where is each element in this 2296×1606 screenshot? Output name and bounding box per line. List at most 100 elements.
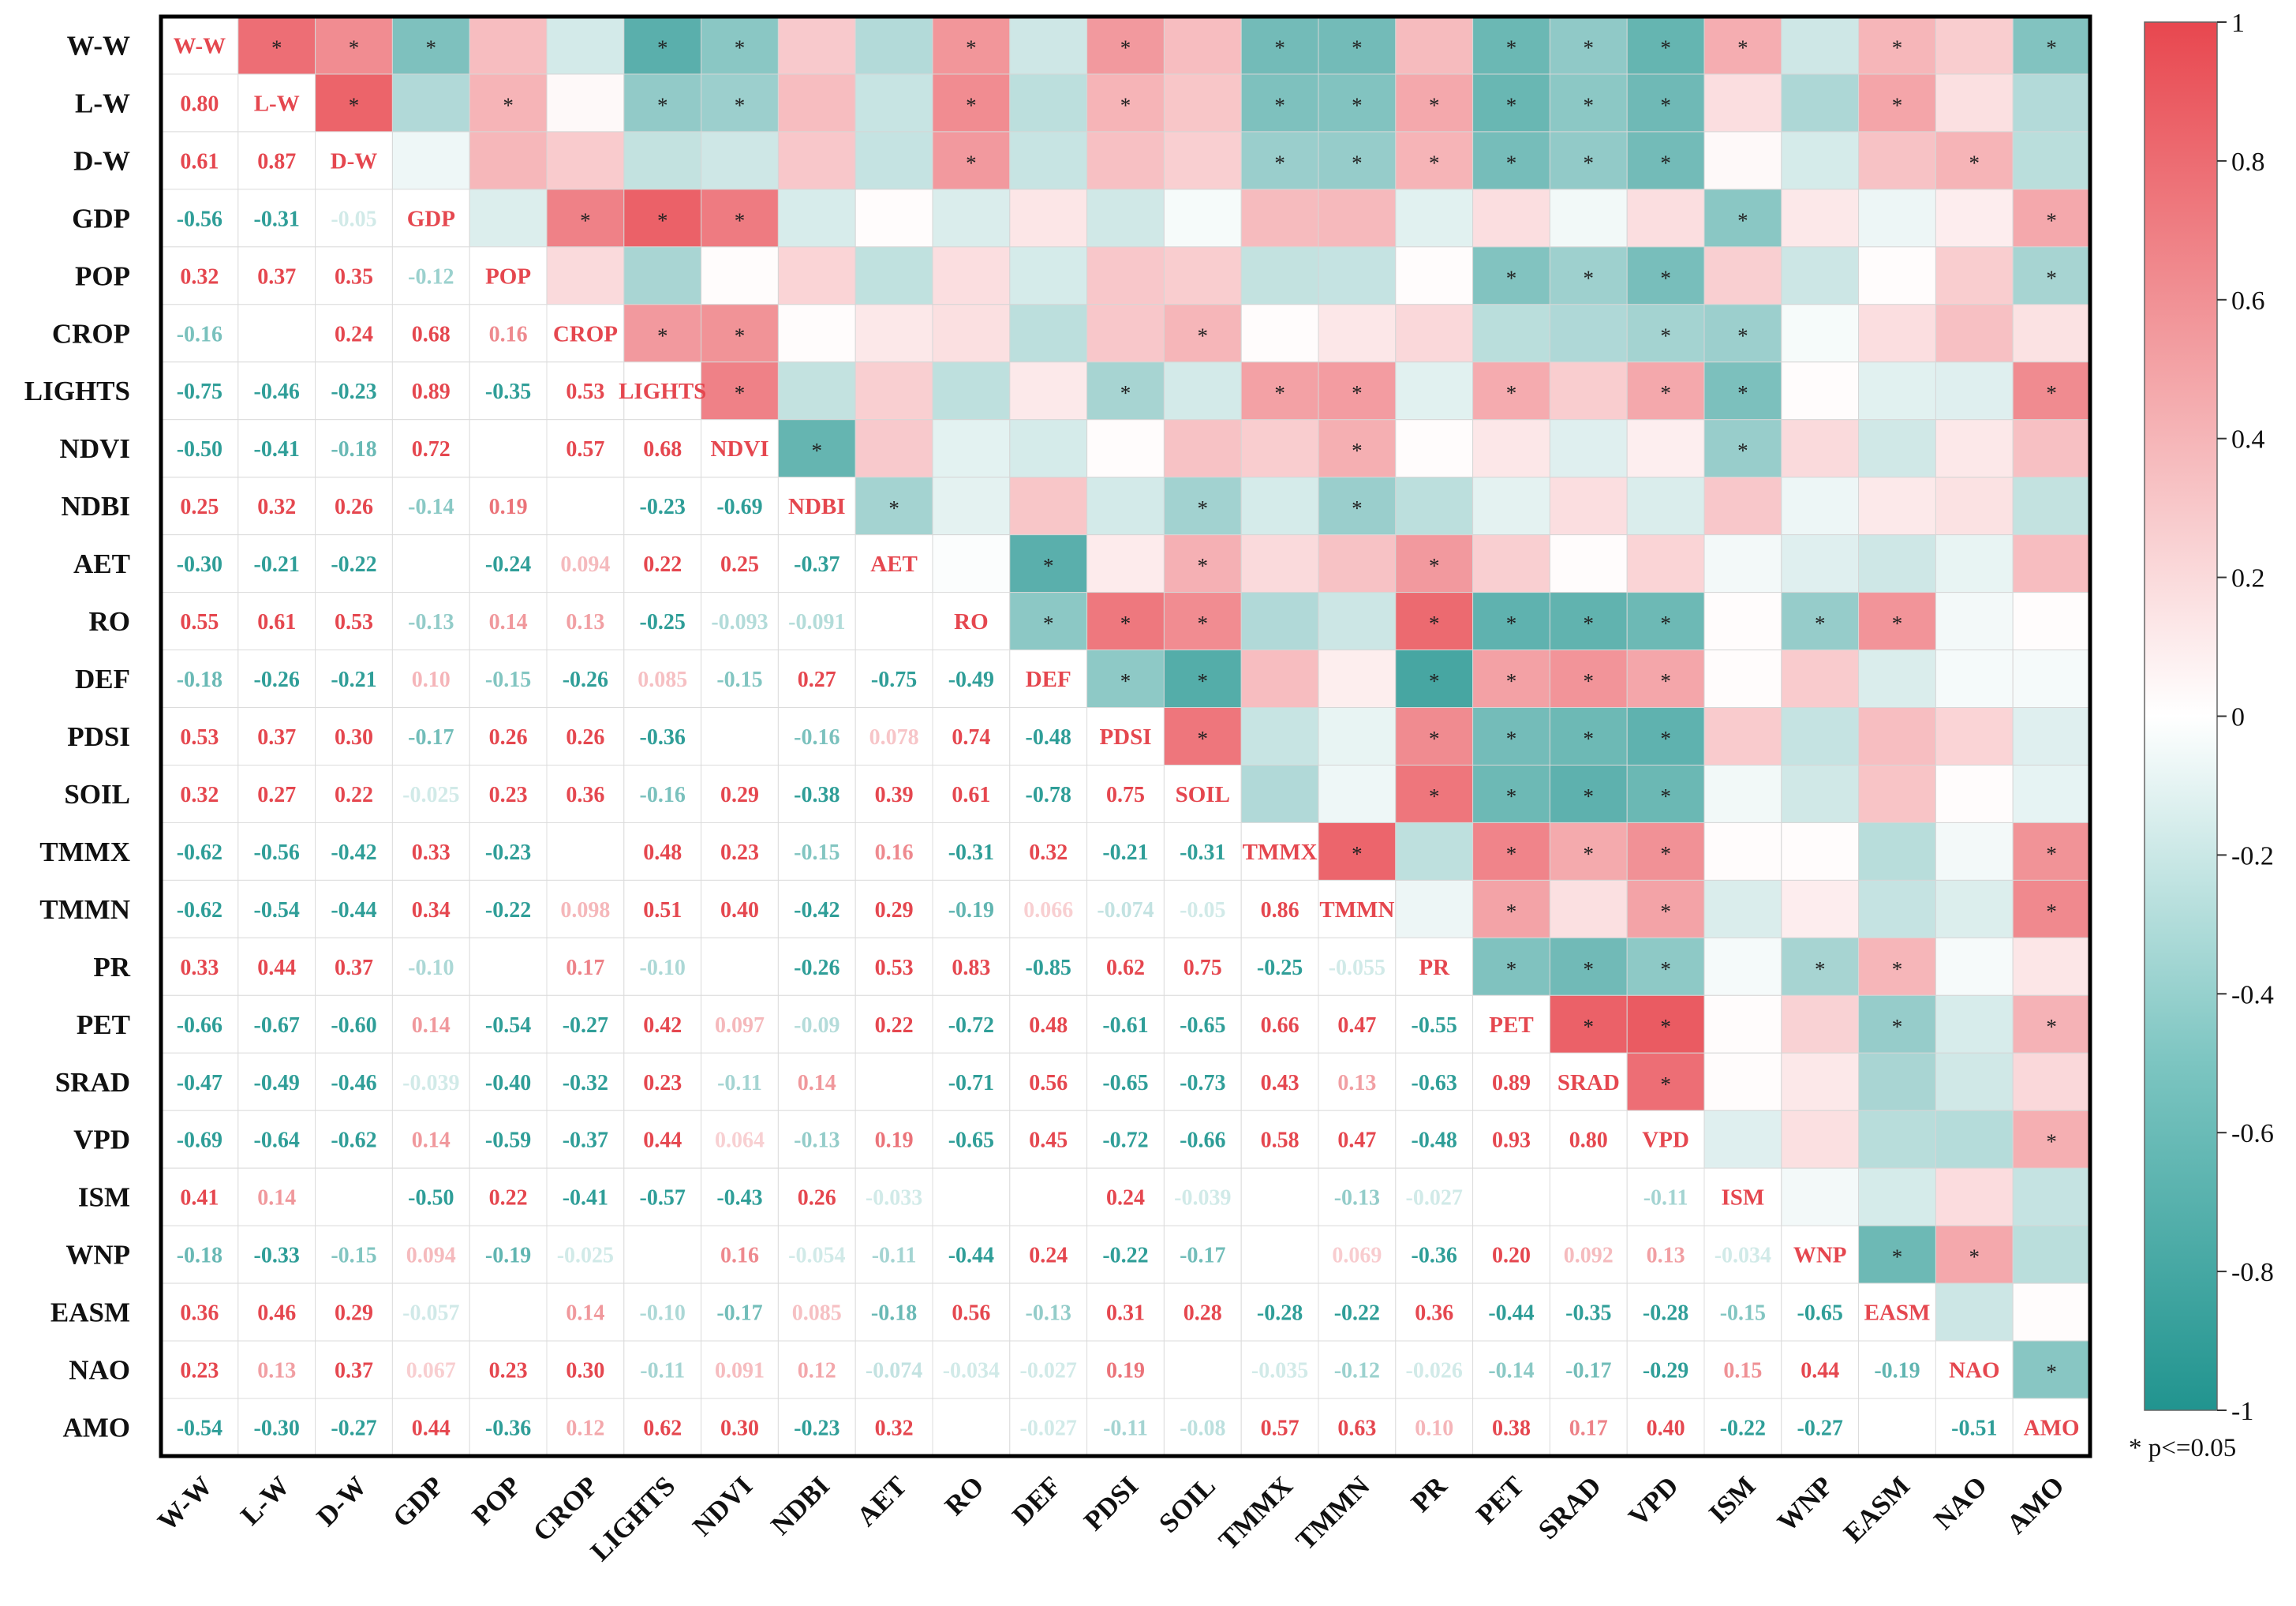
cell-vpd-srad <box>1549 1110 1628 1169</box>
value-tmmn-pop: -0.22 <box>485 898 531 923</box>
value-pet-pdsi: -0.61 <box>1102 1013 1148 1038</box>
cell-aet-def <box>1009 534 1088 593</box>
y-label-nao: NAO <box>69 1355 130 1386</box>
star-lights-pdsi: * <box>1120 381 1131 405</box>
cell-ndvi-tmmx <box>1240 419 1319 478</box>
cell-wnp-pdsi <box>1086 1225 1165 1284</box>
cell-gdp-l-w <box>237 189 316 248</box>
cell-ndvi-nao <box>1935 419 2014 478</box>
cell-def-aet <box>854 650 933 709</box>
star-gdp-lights: * <box>657 208 668 232</box>
cell-vpd-pdsi <box>1086 1110 1165 1169</box>
cell-crop-pr <box>1395 304 1474 363</box>
cell-pr-pr <box>1395 937 1474 996</box>
value-ism-gdp: -0.50 <box>408 1186 454 1211</box>
star-ndbi-aet: * <box>888 496 899 520</box>
cell-lights-pdsi <box>1086 361 1165 421</box>
value-wnp-w-w: -0.18 <box>177 1244 222 1268</box>
value-srad-d-w: -0.46 <box>331 1071 376 1095</box>
value-pet-ndbi: -0.09 <box>794 1013 839 1038</box>
cell-amo-amo <box>2012 1398 2091 1457</box>
star-gdp-amo: * <box>2046 208 2057 232</box>
cell-ndbi-wnp <box>1781 477 1860 536</box>
value-ism-vpd: -0.11 <box>1643 1186 1688 1211</box>
cell-tmmx-pop <box>469 822 548 881</box>
value-ism-ndvi: -0.43 <box>716 1186 762 1211</box>
value-pet-aet: 0.22 <box>875 1013 914 1038</box>
cell-lights-ro <box>932 361 1011 421</box>
cell-w-w-pop <box>469 16 548 75</box>
cell-pr-d-w <box>315 937 393 996</box>
value-pet-pop: -0.54 <box>485 1013 531 1038</box>
cell-wnp-soil <box>1163 1225 1242 1284</box>
star-ro-pr: * <box>1429 612 1440 635</box>
cell-pet-ism <box>1703 994 1782 1054</box>
cell-vpd-w-w <box>160 1110 239 1169</box>
value-amo-lights: 0.62 <box>643 1417 682 1441</box>
cell-ro-soil <box>1163 592 1242 651</box>
star-soil-srad: * <box>1584 784 1595 808</box>
cell-wnp-l-w <box>237 1225 316 1284</box>
cell-d-w-crop <box>546 131 625 190</box>
x-label-crop: CROP <box>527 1470 604 1548</box>
value-tmmn-crop: 0.098 <box>560 898 610 923</box>
cell-wnp-easm <box>1858 1225 1936 1284</box>
cell-lights-l-w <box>237 361 316 421</box>
x-label-easm: EASM <box>1838 1470 1916 1548</box>
cell-soil-amo <box>2012 764 2091 823</box>
y-label-def: DEF <box>75 664 130 694</box>
value-pop-l-w: 0.37 <box>257 264 296 289</box>
cell-lights-pop <box>469 361 548 421</box>
value-soil-w-w: 0.32 <box>180 783 219 807</box>
value-ro-gdp: -0.13 <box>408 610 454 635</box>
cell-crop-crop <box>546 304 625 363</box>
cell-ndvi-pr <box>1395 419 1474 478</box>
cell-pr-pop <box>469 937 548 996</box>
value-easm-pdsi: 0.31 <box>1106 1301 1145 1326</box>
cell-tmmx-easm <box>1858 822 1936 881</box>
cell-w-w-gdp <box>391 16 470 75</box>
cell-pdsi-ndbi <box>777 707 856 766</box>
cell-crop-aet <box>854 304 933 363</box>
star-vpd-amo: * <box>2046 1130 2057 1154</box>
diagonal-label-vpd: VPD <box>1642 1128 1689 1153</box>
cell-tmmx-pr <box>1395 822 1474 881</box>
cell-amo-lights <box>623 1398 702 1457</box>
value-nao-vpd: -0.29 <box>1643 1359 1688 1383</box>
cell-nao-l-w <box>237 1340 316 1399</box>
value-wnp-pdsi: -0.22 <box>1102 1244 1148 1268</box>
cell-pop-ndbi <box>777 246 856 305</box>
cell-vpd-tmmx <box>1240 1110 1319 1169</box>
cell-d-w-pdsi <box>1086 131 1165 190</box>
colorbar-tick-label: 0.6 <box>2231 286 2265 316</box>
cell-nao-tmmx <box>1240 1340 1319 1399</box>
cell-srad-ism <box>1703 1052 1782 1111</box>
cell-pdsi-pop <box>469 707 548 766</box>
value-srad-l-w: -0.49 <box>254 1071 300 1095</box>
cell-d-w-soil <box>1163 131 1242 190</box>
value-ndbi-lights: -0.23 <box>640 495 686 519</box>
value-ndvi-lights: 0.68 <box>643 437 682 462</box>
star-l-w-srad: * <box>1584 93 1595 117</box>
value-pdsi-ro: 0.74 <box>952 725 990 750</box>
colorbar <box>2144 21 2218 1411</box>
value-pr-tmmn: -0.055 <box>1329 956 1385 980</box>
cell-wnp-crop <box>546 1225 625 1284</box>
cell-pop-amo <box>2012 246 2091 305</box>
star-ndbi-soil: * <box>1198 496 1209 520</box>
value-vpd-ndbi: -0.13 <box>794 1129 839 1153</box>
diagonal-label-w-w: W-W <box>174 33 226 58</box>
cell-w-w-ndbi <box>777 16 856 75</box>
x-label-gdp: GDP <box>387 1470 450 1533</box>
colorbar-tick-label: -0.8 <box>2231 1258 2274 1287</box>
star-crop-soil: * <box>1198 324 1209 347</box>
cell-w-w-ism <box>1703 16 1782 75</box>
value-pet-gdp: 0.14 <box>412 1013 451 1038</box>
star-w-w-ism: * <box>1737 36 1748 59</box>
value-ro-d-w: 0.53 <box>335 610 373 635</box>
diagonal-label-gdp: GDP <box>407 206 455 231</box>
cell-srad-lights <box>623 1052 702 1111</box>
cell-ndvi-aet <box>854 419 933 478</box>
cell-crop-l-w <box>237 304 316 363</box>
cell-def-pop <box>469 650 548 709</box>
